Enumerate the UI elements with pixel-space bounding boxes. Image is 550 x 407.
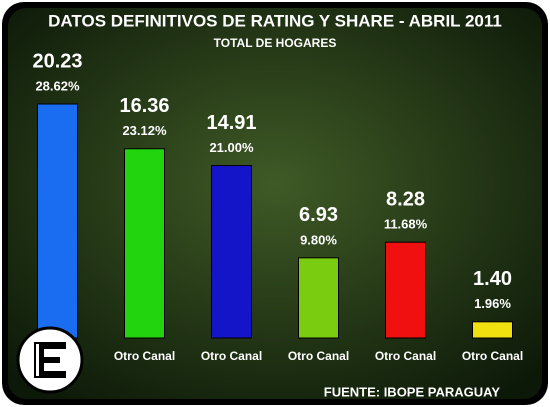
share-label: 9.80% bbox=[300, 232, 337, 247]
x-tick-label: Otro Canal bbox=[114, 349, 175, 363]
bar bbox=[124, 148, 165, 339]
x-tick-label: Otro Canal bbox=[288, 349, 349, 363]
value-label: 6.93 bbox=[299, 204, 338, 226]
bar bbox=[211, 165, 252, 339]
logo bbox=[16, 326, 84, 394]
value-label: 8.28 bbox=[386, 189, 425, 211]
chart-title: DATOS DEFINITIVOS DE RATING Y SHARE - AB… bbox=[48, 11, 502, 30]
value-label: 1.40 bbox=[473, 268, 512, 290]
chart-subtitle: TOTAL DE HOGARES bbox=[214, 36, 337, 50]
bar bbox=[37, 103, 78, 339]
share-label: 28.62% bbox=[35, 78, 80, 93]
value-label: 16.36 bbox=[119, 95, 169, 117]
background bbox=[8, 8, 542, 399]
share-label: 11.68% bbox=[384, 217, 428, 232]
bar bbox=[472, 321, 513, 339]
x-tick-label: Otro Canal bbox=[375, 349, 436, 363]
value-label: 14.91 bbox=[206, 112, 256, 134]
x-tick-label: Otro Canal bbox=[201, 349, 262, 363]
share-label: 1.96% bbox=[474, 296, 511, 311]
bar bbox=[298, 257, 339, 339]
x-tick-label: Otro Canal bbox=[462, 349, 523, 363]
bar bbox=[385, 241, 426, 339]
source: FUENTE: IBOPE PARAGUAY bbox=[324, 384, 501, 399]
value-label: 20.23 bbox=[32, 50, 82, 72]
share-label: 23.12% bbox=[122, 123, 167, 138]
share-label: 21.00% bbox=[209, 140, 254, 155]
